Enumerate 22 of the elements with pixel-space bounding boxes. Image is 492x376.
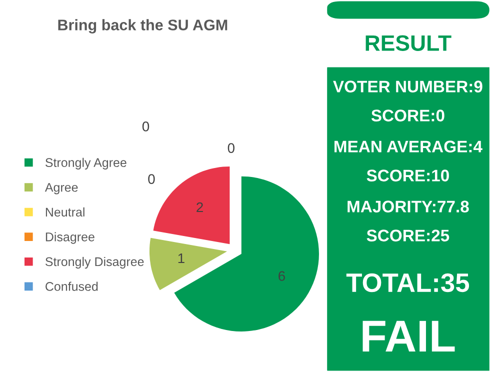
legend-label: Strongly Agree <box>45 158 126 170</box>
data-label: 1 <box>178 254 184 264</box>
text: 0 <box>142 122 150 132</box>
text: TOTAL:35 <box>346 273 470 292</box>
text: SCORE:25 <box>366 230 450 242</box>
text: VOTER NUMBER:9 <box>333 80 482 92</box>
chart-title: Bring back the SU AGM <box>58 19 228 34</box>
text: 0 <box>148 174 155 184</box>
legend-label: Strongly Disagree <box>45 256 144 269</box>
text: RESULT <box>366 35 452 51</box>
data-label: 2 <box>196 202 203 212</box>
data-label: 6 <box>278 271 285 281</box>
legend-label: Confused <box>46 282 98 291</box>
text: 0 <box>228 143 234 153</box>
legend-label: Disagree <box>46 232 94 244</box>
legend-label: Neutral <box>46 207 84 217</box>
text: FAIL <box>362 320 455 352</box>
text: SCORE:0 <box>371 110 444 122</box>
text: MAJORITY:77.8 <box>348 200 469 212</box>
text: SCORE:10 <box>366 170 449 182</box>
text: MEAN AVERAGE:4 <box>334 140 482 152</box>
legend-label: Agree <box>44 183 78 194</box>
